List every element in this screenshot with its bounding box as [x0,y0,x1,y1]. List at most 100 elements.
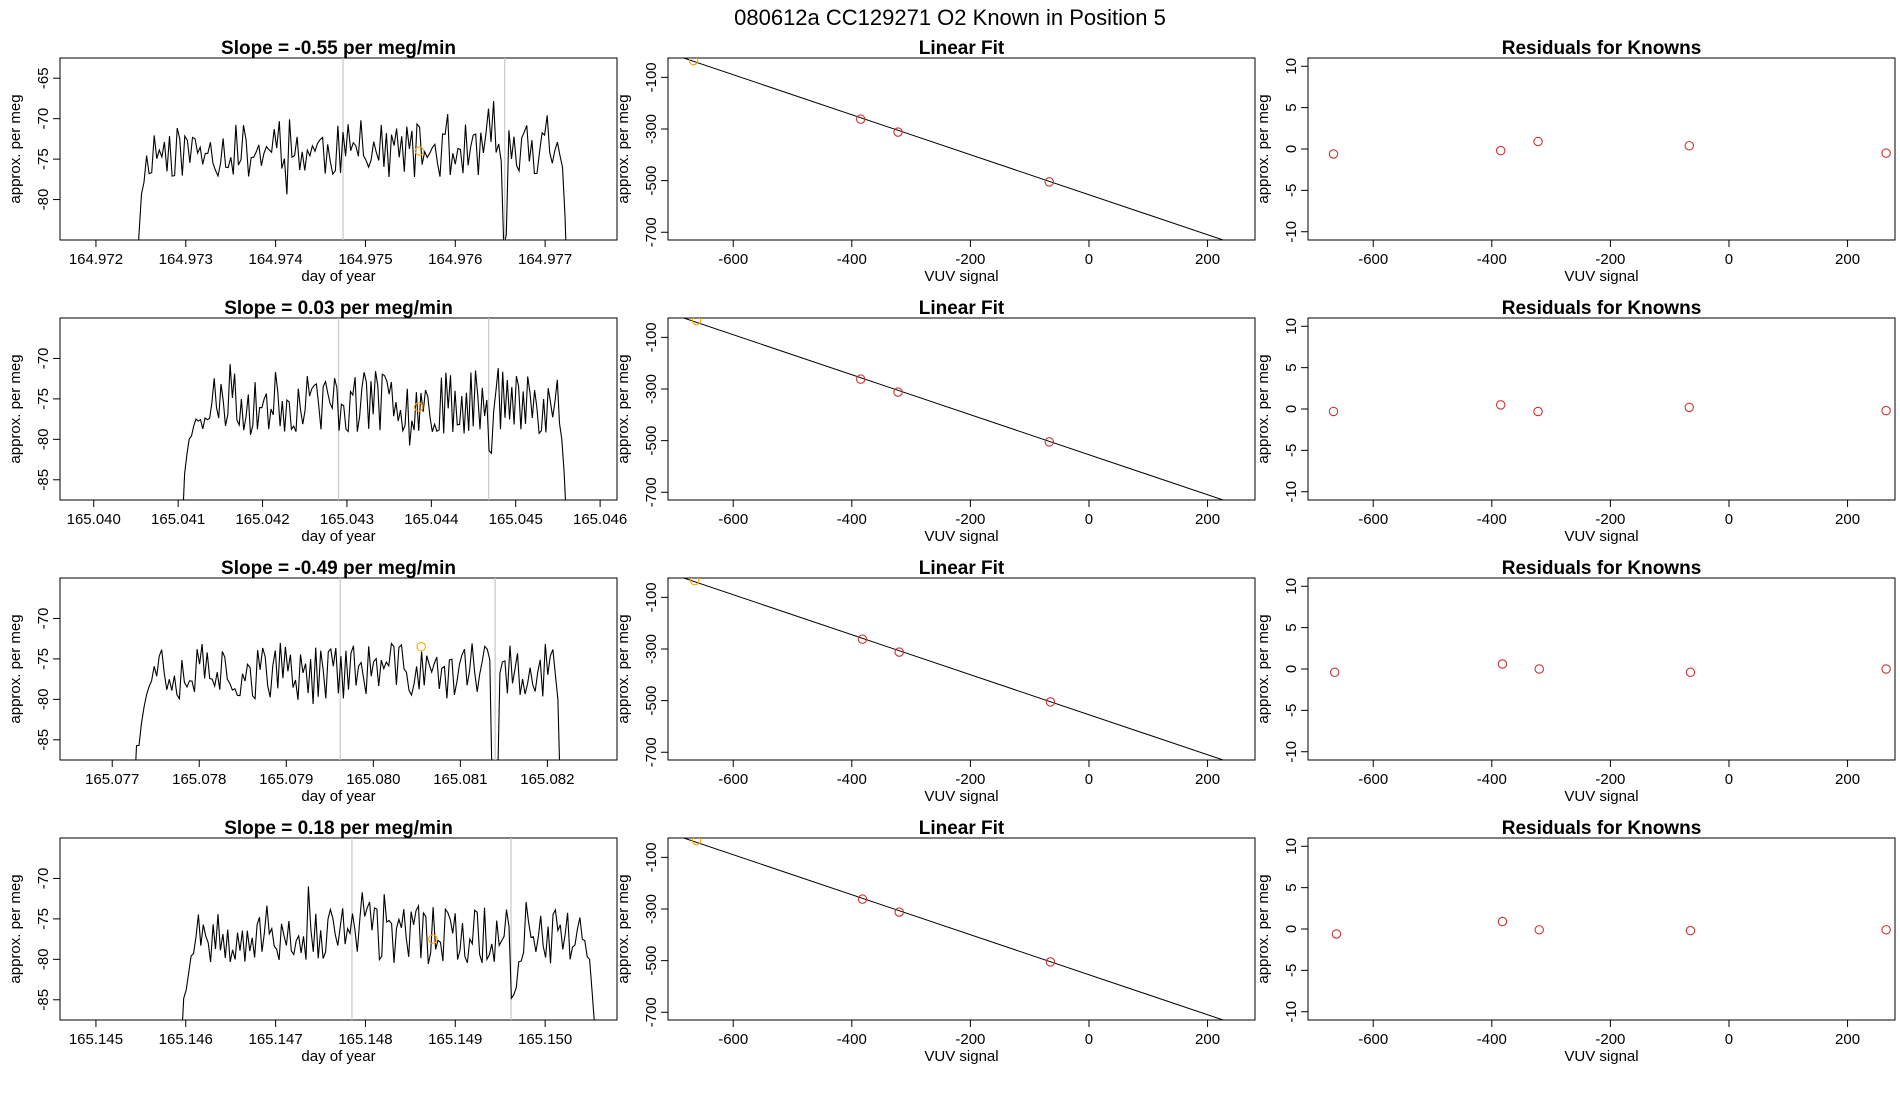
data-point [1044,437,1055,447]
time-series-line [135,642,561,760]
x-tick-label: -600 [718,511,748,528]
x-axis-label: VUV signal [924,268,998,285]
x-tick-label: 0 [1725,511,1733,528]
data-point [1045,957,1056,967]
x-axis-label: VUV signal [924,1048,998,1065]
x-tick-label: 165.147 [248,1031,302,1048]
x-tick-label: -200 [1595,771,1625,788]
x-tick-label: 0 [1725,251,1733,268]
y-tick-label: -10 [1283,221,1300,243]
data-point [894,647,904,657]
data-point [1242,504,1250,512]
plot-frame [667,837,1256,1021]
figure-title: 080612a CC129271 O2 Known in Position 5 [734,5,1166,30]
x-tick-label: -400 [837,1031,867,1048]
panel-1-1: Linear Fit -600 -400 -200 0 200 -100 -300 -500 -7… [615,298,1256,545]
data-point [1328,406,1339,417]
data-point [1684,402,1695,413]
x-tick-label: 0 [1725,1031,1733,1048]
x-tick-label: 200 [1835,1031,1860,1048]
x-tick-label: -400 [1477,251,1507,268]
plot-frame [1307,577,1896,761]
x-tick-label: 165.081 [433,771,487,788]
y-axis-label: approx. per meg [1255,354,1272,463]
x-axis-label: VUV signal [924,788,998,805]
y-tick-label: -700 [643,997,660,1027]
plot-area [682,58,1225,240]
highlight-point [428,934,438,944]
y-tick-label: -80 [35,428,52,450]
data-point [1881,925,1891,935]
panel-3-0: Slope = 0.18 per meg/min 165.145 165.146 16… [7,818,618,1065]
x-tick-label: 165.042 [235,511,289,528]
data-point [1684,140,1695,151]
x-tick-label: 0 [1725,771,1733,788]
x-tick-label: 164.973 [159,251,213,268]
data-point [1495,400,1506,410]
time-series-line [182,364,566,500]
y-tick-label: -75 [35,648,52,670]
x-tick-label: 165.080 [346,771,400,788]
x-tick-label: -600 [718,771,748,788]
x-tick-label: 200 [1835,251,1860,268]
x-tick-label: -400 [837,511,867,528]
panel-title: Linear Fit [919,38,1005,59]
plot-area [138,58,567,240]
panel-1-0: Slope = 0.03 per meg/min 165.040 165.041 16… [7,298,627,545]
plot-area [1329,659,1891,678]
y-tick-label: -5 [1283,444,1300,457]
y-tick-label: -10 [1283,741,1300,763]
plot-frame [667,577,1256,761]
data-point [1881,405,1891,416]
data-point [1495,145,1506,156]
y-tick-label: -80 [35,189,52,211]
panel-title: Slope = 0.03 per meg/min [224,298,453,319]
y-tick-label: 5 [1283,883,1300,891]
x-tick-label: 200 [1195,251,1220,268]
panel-title: Slope = -0.55 per meg/min [221,38,456,59]
x-tick-label: 165.145 [69,1031,123,1048]
y-tick-label: -85 [35,729,52,751]
x-tick-label: 200 [1195,771,1220,788]
x-tick-label: 0 [1085,771,1093,788]
data-point [1329,667,1340,678]
y-axis-label: approx. per meg [1255,614,1272,723]
plot-frame [667,317,1256,501]
y-tick-label: -10 [1283,1001,1300,1023]
fit-line [682,58,1225,240]
x-tick-label: -400 [837,771,867,788]
y-tick-label: -500 [643,166,660,196]
x-tick-label: -200 [955,1031,985,1048]
plot-area [182,838,595,1020]
x-tick-label: 165.082 [520,771,574,788]
data-point [1533,406,1543,417]
x-axis-label: day of year [301,788,375,805]
panel-0-0: Slope = -0.55 per meg/min 164.972 164.973 1… [7,38,618,285]
y-axis-label: approx. per meg [615,94,632,203]
y-tick-label: -700 [643,217,660,247]
panels-container: Slope = -0.55 per meg/min 164.972 164.973 1… [7,38,1896,1065]
x-tick-label: 200 [1195,511,1220,528]
x-tick-label: 165.077 [85,771,139,788]
y-tick-label: 0 [1283,665,1300,673]
y-tick-label: -700 [643,477,660,507]
y-tick-label: -300 [643,114,660,144]
y-tick-label: 10 [1283,578,1300,595]
highlight-point [689,578,700,586]
panel-2-2: Residuals for Knowns -600 -400 -200 0 200 10 5 0… [1255,558,1896,805]
y-tick-label: -80 [35,688,52,710]
data-point [1044,177,1055,187]
x-axis-label: VUV signal [924,528,998,545]
x-axis-label: VUV signal [1564,268,1638,285]
y-tick-label: -70 [35,608,52,630]
y-tick-label: -100 [643,322,660,352]
y-tick-label: -10 [1283,481,1300,503]
plot-area [1328,136,1891,159]
y-tick-label: -70 [35,348,52,370]
x-tick-label: -200 [955,511,985,528]
x-tick-label: -400 [837,251,867,268]
x-tick-label: -400 [1477,511,1507,528]
panel-title: Linear Fit [919,818,1005,839]
plot-frame [1307,57,1896,241]
